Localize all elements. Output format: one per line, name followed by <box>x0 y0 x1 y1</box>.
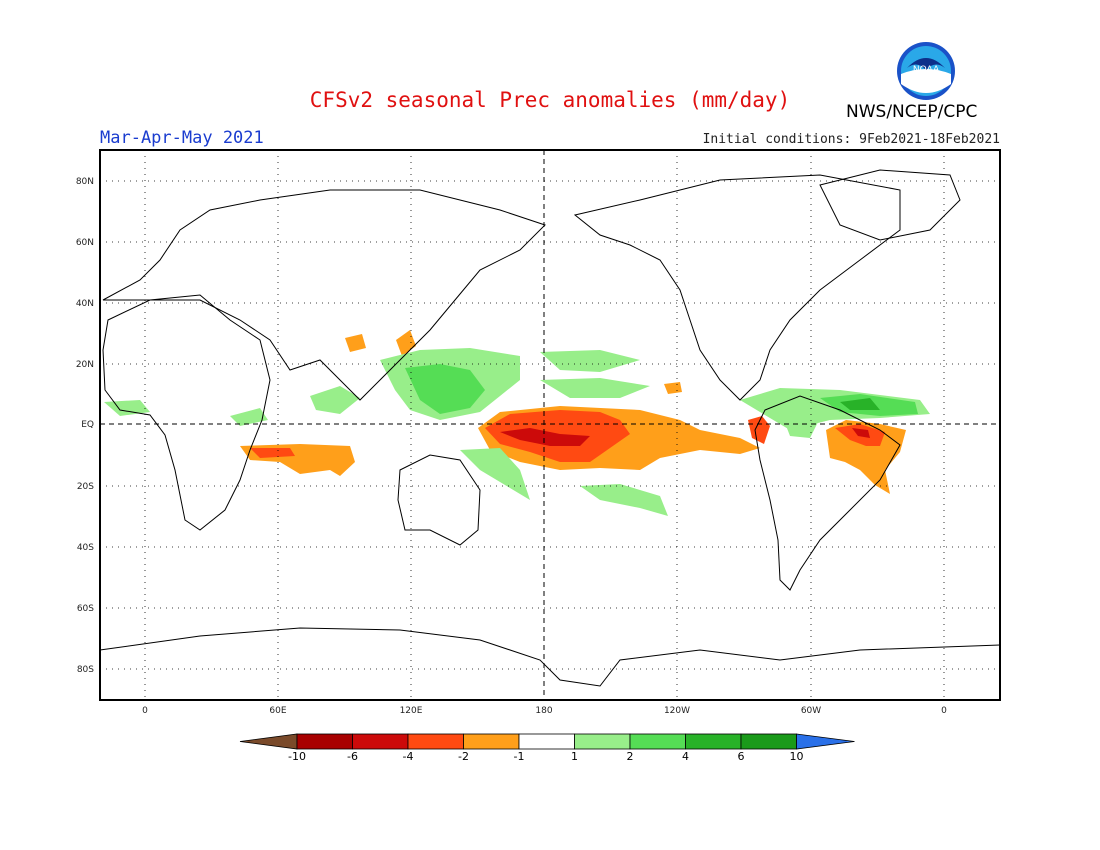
latitude-label: 60S <box>77 604 94 614</box>
greenland-outline <box>819 169 961 241</box>
latitude-label: 80S <box>77 665 94 675</box>
coastlines <box>99 169 1001 687</box>
longitude-labels: 0 60E 120E 180 120W 60W 0 <box>142 706 947 716</box>
colorbar-tick-label: -4 <box>403 750 414 763</box>
maritime-wet <box>460 448 530 500</box>
colorbar-tick-label: -2 <box>458 750 469 763</box>
agency-label: NWS/NCEP/CPC <box>846 102 978 122</box>
south-america-outline <box>754 395 901 591</box>
africa-outline <box>102 294 271 531</box>
colorbar-swatch <box>463 733 520 750</box>
noaa-logo: NOAA <box>897 42 955 100</box>
longitude-label: 120W <box>664 706 690 716</box>
colombia-dry <box>748 416 770 444</box>
north-america-outline <box>573 174 901 401</box>
pacific-dry-darkred <box>500 428 590 446</box>
map-title: CFSv2 seasonal Prec anomalies (mm/day) <box>309 88 791 112</box>
colorbar-swatch <box>296 733 353 750</box>
longitude-label: 0 <box>941 706 947 716</box>
latitude-label: 20N <box>76 360 94 370</box>
colorbar-swatch <box>574 733 631 750</box>
colorbar-swatch <box>352 733 409 750</box>
antarctica-outline <box>99 627 1001 687</box>
longitude-label: 0 <box>142 706 148 716</box>
longitude-label: 180 <box>535 706 552 716</box>
latitude-label: 80N <box>76 177 94 187</box>
colorbar-swatch <box>407 733 464 750</box>
colorbar-swatch <box>518 733 575 750</box>
colorbar-arrow-high <box>796 733 855 750</box>
colorbar-tick-label: -1 <box>514 750 525 763</box>
longitude-label: 60E <box>269 706 286 716</box>
central-pacific-wet <box>540 350 640 372</box>
map-frame <box>99 149 1001 701</box>
philippines-dry <box>345 334 366 352</box>
atlantic-wet-dark <box>840 398 880 410</box>
west-pacific-wet-mid <box>405 364 485 414</box>
colorbar-tick-label: -10 <box>288 750 306 763</box>
colorbar-swatch <box>685 733 742 750</box>
australia-outline <box>397 454 481 546</box>
longitude-label: 60W <box>801 706 821 716</box>
latitude-label: 40N <box>76 299 94 309</box>
latitude-label: 60N <box>76 238 94 248</box>
indian-ocean-dry-red <box>250 448 295 458</box>
spcz-wet <box>580 484 668 516</box>
amazon-dry-darkred <box>852 428 870 438</box>
itcz-wet <box>540 378 650 398</box>
season-label: Mar-Apr-May 2021 <box>100 128 264 148</box>
colorbar-tick-label: -6 <box>347 750 358 763</box>
colorbar-tick-label: 4 <box>682 750 689 763</box>
colorbar-tick-label: 10 <box>790 750 804 763</box>
colorbar-swatch <box>629 733 686 750</box>
latitude-label: 40S <box>77 543 94 553</box>
colorbar-tick-label: 1 <box>571 750 578 763</box>
latitude-labels: 80N 60N 40N 20N EQ 20S 40S 60S 80S <box>76 177 94 675</box>
anomaly-shading <box>104 330 930 516</box>
latitude-label: EQ <box>81 420 94 430</box>
east-africa-wet <box>230 408 268 426</box>
colorbar-tick-label: 6 <box>738 750 745 763</box>
central-america-wet <box>780 402 820 438</box>
colorbar: -10 -6 -4 -2 -1 1 2 4 6 10 <box>239 733 855 763</box>
amazon-dry-orange <box>826 420 906 494</box>
grid-lines <box>100 150 1000 700</box>
noaa-logo-text: NOAA <box>913 65 940 75</box>
colorbar-tick-label: 2 <box>627 750 634 763</box>
initial-conditions-label: Initial conditions: 9Feb2021-18Feb2021 <box>702 132 1000 147</box>
east-pacific-dry <box>664 382 682 394</box>
colorbar-arrow-low <box>239 733 298 750</box>
latitude-label: 20S <box>77 482 94 492</box>
north-indian-wet <box>310 386 360 414</box>
longitude-label: 120E <box>400 706 423 716</box>
colorbar-swatch <box>740 733 797 750</box>
eurasia-outline <box>102 189 546 401</box>
